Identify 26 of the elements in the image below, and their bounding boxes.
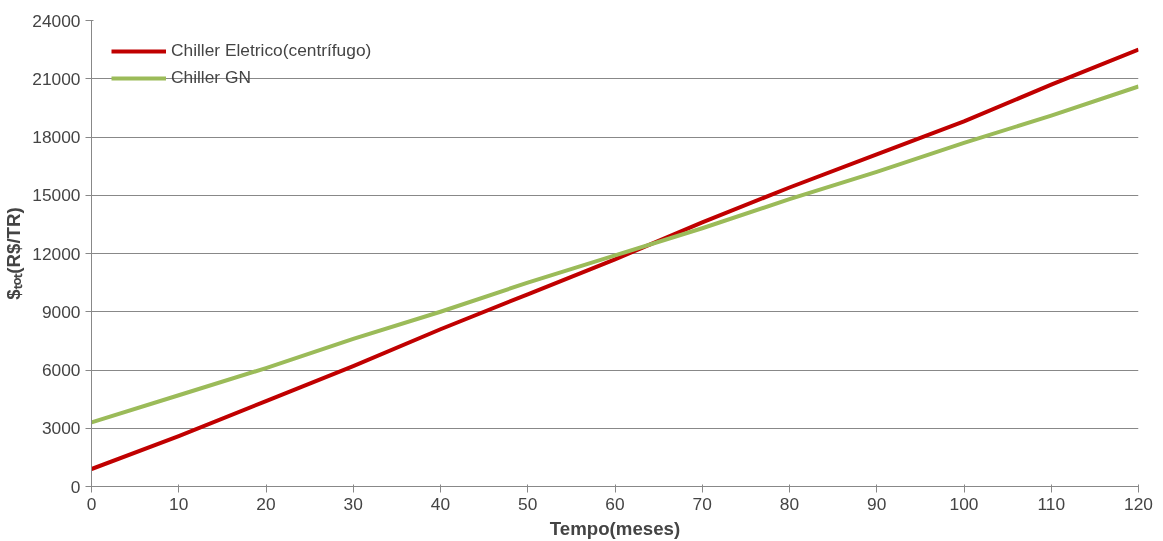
x-tick-label: 0: [86, 493, 97, 514]
legend-label: Chiller Eletrico(centrífugo): [171, 40, 372, 61]
x-tick-label: 50: [518, 493, 538, 514]
y-tick-label: 15000: [32, 185, 81, 206]
x-tick-label: 60: [605, 493, 625, 514]
x-axis-title: Tempo(meses): [549, 517, 681, 539]
y-tick-label: 6000: [41, 360, 81, 380]
y-tick-label: 12000: [32, 243, 81, 264]
x-tick-label: 40: [430, 493, 451, 514]
line-series: [91, 84, 1139, 425]
x-tick-label: 20: [256, 493, 276, 514]
x-tick-label: 80: [779, 493, 800, 514]
y-tick-label: 0: [70, 476, 81, 497]
y-tick-label: 3000: [41, 418, 81, 439]
x-tick-label: 100: [949, 493, 979, 514]
y-tick-label: 9000: [41, 301, 81, 322]
x-tick-label: 110: [1037, 493, 1066, 514]
x-tick-label: 10: [169, 493, 189, 514]
x-tick-label: 120: [1124, 493, 1153, 514]
x-tick-label: 30: [343, 493, 363, 514]
y-axis-title: $ₜₒₜ(R$/TR): [3, 207, 25, 300]
y-tick-label: 24000: [32, 10, 81, 31]
y-tick-label: 21000: [32, 68, 81, 89]
x-tick-label: 90: [867, 493, 887, 514]
x-tick-label: 70: [692, 493, 712, 514]
y-tick-label: 18000: [32, 127, 81, 147]
